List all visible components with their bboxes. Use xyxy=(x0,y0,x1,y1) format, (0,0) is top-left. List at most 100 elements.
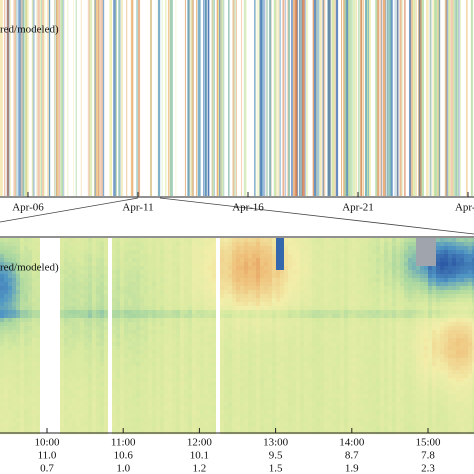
cell xyxy=(336,350,341,355)
cell xyxy=(12,374,17,379)
cell xyxy=(120,422,125,427)
cell xyxy=(340,250,345,255)
cell xyxy=(348,246,353,251)
cell xyxy=(156,326,161,331)
cell xyxy=(376,258,381,263)
cell xyxy=(68,430,73,435)
cell xyxy=(268,378,273,383)
cell xyxy=(136,358,141,363)
cell xyxy=(120,242,125,247)
cell xyxy=(68,310,73,315)
cell xyxy=(292,318,297,323)
cell xyxy=(228,430,233,435)
cell xyxy=(272,338,277,343)
cell xyxy=(132,246,137,251)
cell xyxy=(16,410,21,415)
cell xyxy=(292,338,297,343)
cell xyxy=(4,374,9,379)
cell xyxy=(212,382,217,387)
cell xyxy=(168,378,173,383)
cell xyxy=(0,378,5,383)
cell xyxy=(180,342,185,347)
cell xyxy=(332,362,337,367)
cell xyxy=(196,310,201,315)
cell xyxy=(236,418,241,423)
cell xyxy=(60,402,65,407)
cell xyxy=(64,290,69,295)
cell xyxy=(348,290,353,295)
cell xyxy=(256,322,261,327)
cell xyxy=(36,346,41,351)
cell xyxy=(292,286,297,291)
cell xyxy=(320,250,325,255)
cell xyxy=(368,430,373,435)
cell xyxy=(196,334,201,339)
cell xyxy=(212,422,217,427)
cell xyxy=(292,310,297,315)
cell xyxy=(320,390,325,395)
cell xyxy=(100,254,105,259)
cell xyxy=(64,310,69,315)
cell xyxy=(132,426,137,431)
cell xyxy=(200,386,205,391)
cell xyxy=(216,362,221,367)
cell xyxy=(148,330,153,335)
cell xyxy=(112,394,117,399)
cell xyxy=(148,286,153,291)
cell xyxy=(100,266,105,271)
cell xyxy=(168,266,173,271)
cell xyxy=(76,270,81,275)
cell xyxy=(328,270,333,275)
cell xyxy=(312,318,317,323)
cell xyxy=(80,290,85,295)
cell xyxy=(384,322,389,327)
cell xyxy=(284,426,289,431)
cell xyxy=(168,366,173,371)
cell xyxy=(136,402,141,407)
cell xyxy=(52,258,57,263)
cell xyxy=(0,346,5,351)
cell xyxy=(172,394,177,399)
cell xyxy=(272,322,277,327)
cell xyxy=(56,298,61,303)
cell xyxy=(208,378,213,383)
cell xyxy=(48,374,53,379)
cell xyxy=(348,378,353,383)
cell xyxy=(156,338,161,343)
cell xyxy=(364,362,369,367)
cell xyxy=(208,322,213,327)
cell xyxy=(384,246,389,251)
cell xyxy=(48,306,53,311)
cell xyxy=(260,238,265,243)
cell xyxy=(64,334,69,339)
cell xyxy=(352,294,357,299)
cell xyxy=(4,262,9,267)
cell xyxy=(236,250,241,255)
cell xyxy=(68,294,73,299)
cell xyxy=(296,306,301,311)
cell xyxy=(148,238,153,243)
cell xyxy=(324,266,329,271)
cell xyxy=(188,410,193,415)
cell xyxy=(104,422,109,427)
cell xyxy=(160,302,165,307)
cell xyxy=(24,238,29,243)
cell xyxy=(296,382,301,387)
cell xyxy=(204,286,209,291)
cell xyxy=(156,242,161,247)
cell xyxy=(376,266,381,271)
cell xyxy=(96,338,101,343)
cell xyxy=(16,318,21,323)
cell xyxy=(48,414,53,419)
cell xyxy=(192,310,197,315)
cell xyxy=(200,314,205,319)
cell xyxy=(348,310,353,315)
cell xyxy=(240,330,245,335)
cell xyxy=(340,302,345,307)
cell xyxy=(8,254,13,259)
cell xyxy=(204,306,209,311)
cell xyxy=(336,394,341,399)
cell xyxy=(40,330,45,335)
cell xyxy=(200,358,205,363)
cell xyxy=(344,250,349,255)
